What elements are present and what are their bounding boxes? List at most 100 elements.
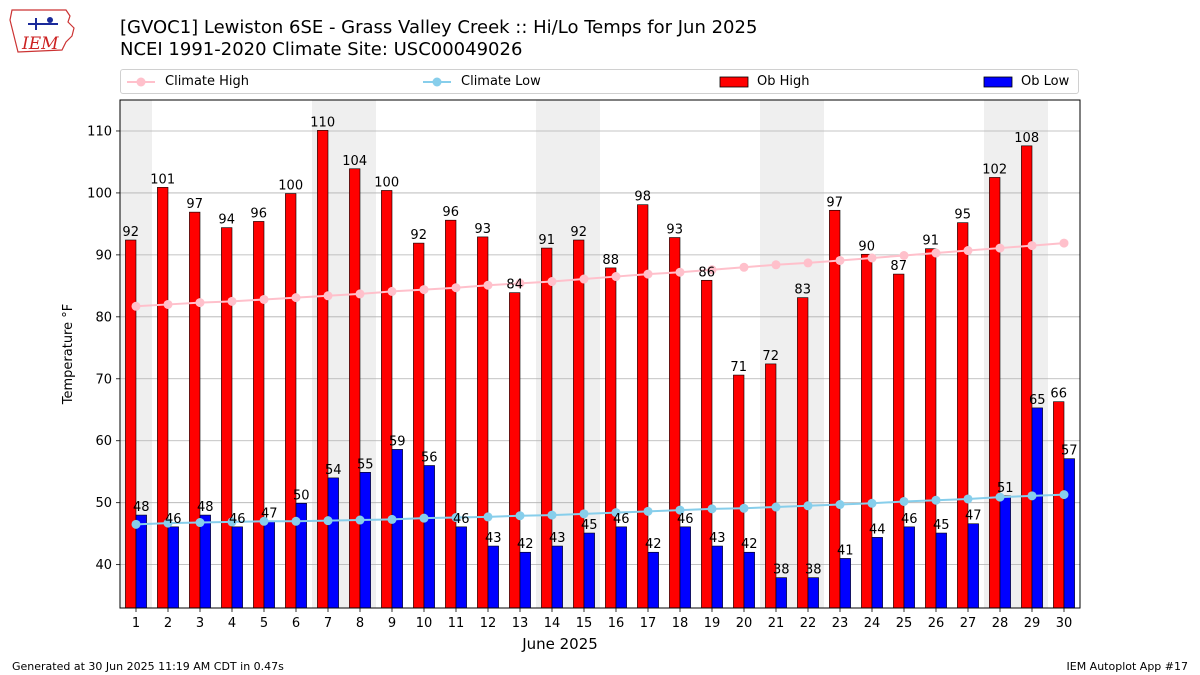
- climate-high-point: [835, 255, 845, 265]
- ob-low-value-label: 59: [389, 434, 406, 449]
- ob-low-bar: [455, 526, 467, 609]
- ob-low-bar: [647, 551, 659, 609]
- ob-high-value-label: 100: [278, 179, 303, 194]
- chart-subtitle: NCEI 1991-2020 Climate Site: USC00049026: [120, 39, 523, 60]
- ob-high-value-label: 87: [890, 259, 907, 274]
- climate-low-point: [483, 512, 493, 522]
- climate-high-line: [135, 242, 1065, 308]
- ob-low-bar: [423, 465, 435, 609]
- ob-low-bar: [775, 577, 787, 609]
- ob-low-value-label: 41: [837, 543, 854, 558]
- ob-high-bar: [573, 239, 585, 609]
- climate-high-point: [547, 277, 557, 287]
- climate-high-point: [323, 291, 333, 301]
- ob-low-bar: [871, 537, 883, 609]
- ob-high-bar: [189, 211, 201, 609]
- climate-high-point: [611, 272, 621, 282]
- ob-high-bar: [477, 236, 489, 609]
- ob-high-value-label: 83: [794, 283, 811, 298]
- x-tick-label: 1: [132, 616, 140, 631]
- ob-high-value-label: 108: [1014, 131, 1039, 146]
- climate-high-point: [131, 301, 141, 311]
- ob-high-value-label: 71: [730, 360, 747, 375]
- ob-high-bar: [957, 222, 969, 609]
- climate-high-point: [867, 253, 877, 263]
- x-tick-label: 21: [768, 616, 785, 631]
- ob-low-bar: [135, 514, 147, 609]
- x-axis-label: June 2025: [521, 635, 598, 653]
- ob-high-value-label: 97: [826, 195, 843, 210]
- logo-text: IEM: [21, 34, 59, 54]
- generated-timestamp: Generated at 30 Jun 2025 11:19 AM CDT in…: [12, 660, 284, 673]
- iem-logo: IEM: [9, 9, 75, 54]
- y-tick-label: 60: [95, 434, 112, 449]
- ob-low-value-label: 54: [325, 463, 342, 478]
- legend-line-marker-icon: [423, 77, 451, 86]
- ob-high-bar: [317, 130, 329, 609]
- y-tick-label: 100: [87, 186, 112, 201]
- climate-high-point: [483, 280, 493, 290]
- ob-high-bar: [157, 187, 169, 609]
- climate-low-point: [323, 516, 333, 526]
- climate-low-point: [547, 510, 557, 520]
- climate-low-point: [163, 518, 173, 528]
- climate-high-point: [1059, 238, 1069, 248]
- ob-low-bar: [999, 495, 1011, 609]
- x-tick-label: 10: [416, 616, 433, 631]
- ob-high-value-label: 92: [122, 225, 139, 240]
- ob-low-value-label: 46: [229, 512, 246, 527]
- ob-high-value-label: 110: [310, 115, 335, 130]
- legend-item-ob-high: Ob High: [719, 70, 810, 93]
- ob-low-bar: [679, 526, 691, 609]
- ob-low-value-label: 46: [677, 512, 694, 527]
- ob-high-bar: [925, 248, 937, 609]
- ob-high-bar: [701, 279, 713, 609]
- climate-low-point: [227, 517, 237, 527]
- climate-high-point: [1027, 241, 1037, 251]
- climate-low-point: [931, 495, 941, 505]
- x-tick-label: 18: [672, 616, 689, 631]
- y-tick-label: 70: [95, 372, 112, 387]
- ob-low-bar: [519, 551, 531, 609]
- x-tick-label: 8: [356, 616, 364, 631]
- climate-high-point: [963, 246, 973, 256]
- x-tick-label: 27: [960, 616, 977, 631]
- x-tick-label: 7: [324, 616, 332, 631]
- ob-low-value-label: 65: [1029, 393, 1046, 408]
- ob-high-bar: [1053, 401, 1065, 609]
- legend-item-ob-low: Ob Low: [983, 70, 1069, 93]
- ob-high-bar: [253, 221, 265, 609]
- x-tick-label: 11: [448, 616, 465, 631]
- ob-high-value-label: 92: [410, 228, 427, 243]
- climate-low-point: [451, 513, 461, 523]
- ob-high-value-label: 101: [150, 172, 175, 187]
- climate-low-line: [135, 493, 1065, 526]
- ob-low-value-label: 56: [421, 451, 438, 466]
- legend-label: Climate Low: [461, 74, 541, 89]
- ob-low-bar: [199, 514, 211, 609]
- climate-low-point: [515, 511, 525, 521]
- x-tick-label: 16: [608, 616, 625, 631]
- ob-low-value-label: 43: [549, 531, 566, 546]
- app-credit: IEM Autoplot App #17: [1066, 660, 1189, 673]
- climate-high-point: [451, 283, 461, 293]
- x-tick-label: 12: [480, 616, 497, 631]
- x-tick-label: 3: [196, 616, 204, 631]
- ob-low-bar: [711, 545, 723, 609]
- ob-high-value-label: 93: [474, 222, 491, 237]
- climate-low-point: [1059, 490, 1069, 500]
- climate-low-point: [643, 506, 653, 516]
- x-tick-label: 26: [928, 616, 945, 631]
- ob-high-value-label: 93: [666, 223, 683, 238]
- x-tick-label: 23: [832, 616, 849, 631]
- ob-low-bar: [231, 526, 243, 609]
- climate-low-point: [867, 498, 877, 508]
- ob-low-bar: [391, 449, 403, 609]
- y-tick-label: 110: [87, 124, 112, 139]
- ob-high-value-label: 88: [602, 253, 619, 268]
- x-tick-label: 13: [512, 616, 529, 631]
- climate-low-point: [1027, 491, 1037, 501]
- x-tick-label: 4: [228, 616, 236, 631]
- ob-low-bar: [1063, 458, 1075, 609]
- climate-low-point: [707, 504, 717, 514]
